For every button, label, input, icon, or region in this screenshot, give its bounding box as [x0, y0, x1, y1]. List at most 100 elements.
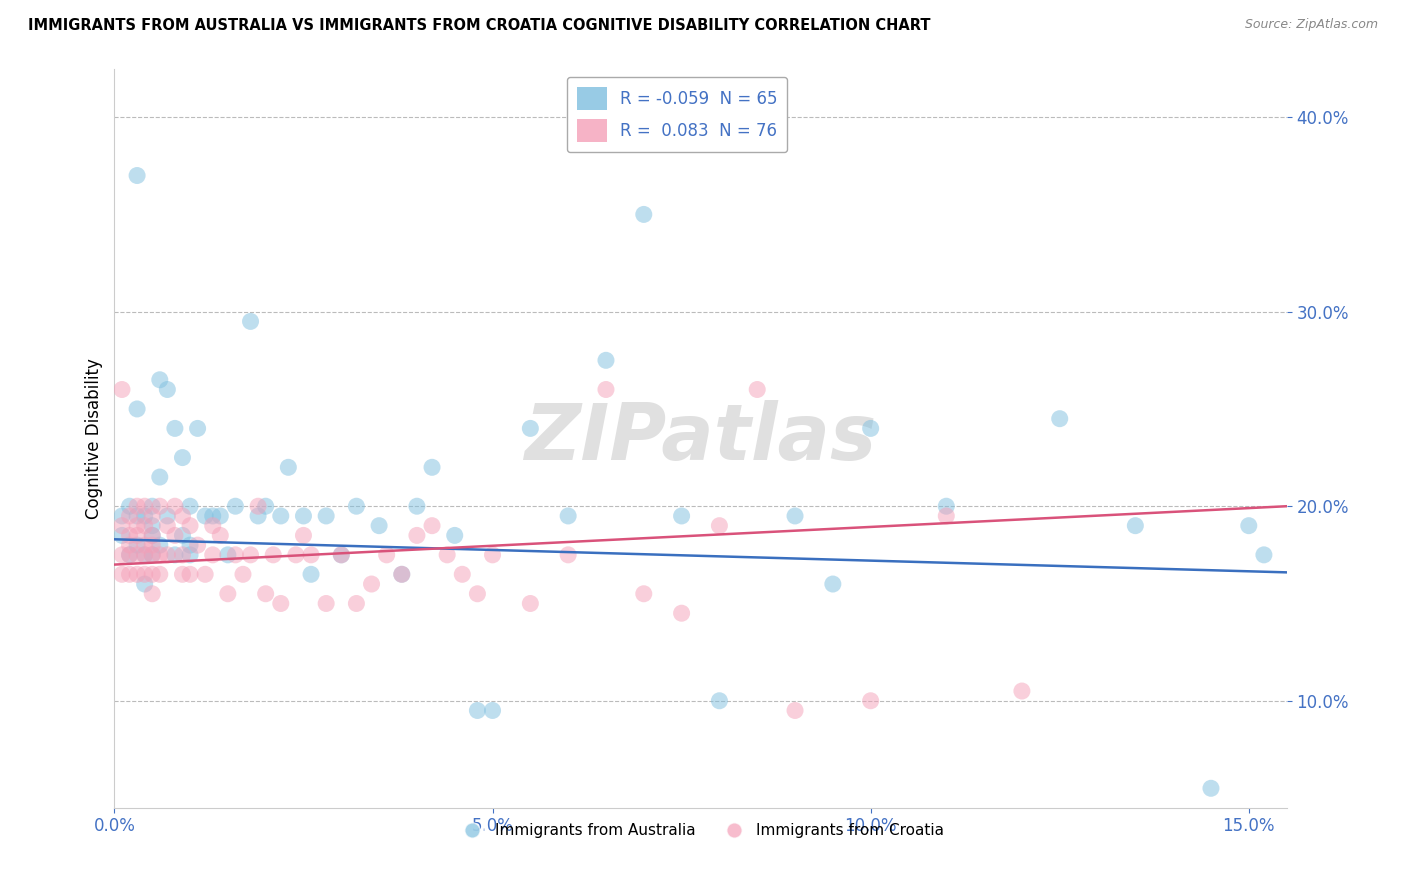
Point	[179, 567, 201, 582]
Point	[481, 548, 503, 562]
Point	[557, 508, 579, 523]
Point	[118, 528, 141, 542]
Point	[299, 548, 322, 562]
Point	[179, 518, 201, 533]
Point	[595, 353, 617, 368]
Point	[156, 548, 179, 562]
Point	[149, 548, 172, 562]
Point	[141, 567, 163, 582]
Point	[709, 518, 731, 533]
Point	[149, 538, 172, 552]
Point	[156, 518, 179, 533]
Point	[141, 528, 163, 542]
Point	[127, 518, 149, 533]
Point	[292, 528, 315, 542]
Point	[127, 508, 149, 523]
Point	[420, 518, 443, 533]
Point	[141, 518, 163, 533]
Point	[111, 383, 134, 397]
Point	[783, 508, 806, 523]
Point	[224, 500, 246, 514]
Point	[292, 508, 315, 523]
Point	[149, 470, 172, 484]
Point	[127, 169, 149, 183]
Point	[127, 538, 149, 552]
Point	[209, 528, 232, 542]
Point	[436, 548, 458, 562]
Point	[127, 401, 149, 416]
Point	[519, 421, 541, 435]
Point	[111, 528, 134, 542]
Point	[163, 500, 186, 514]
Point	[187, 538, 209, 552]
Point	[149, 567, 172, 582]
Point	[209, 508, 232, 523]
Point	[187, 421, 209, 435]
Point	[671, 508, 693, 523]
Point	[247, 508, 270, 523]
Point	[1125, 518, 1147, 533]
Point	[284, 548, 307, 562]
Point	[247, 500, 270, 514]
Point	[232, 567, 254, 582]
Point	[709, 694, 731, 708]
Point	[747, 383, 769, 397]
Point	[1011, 684, 1033, 698]
Point	[111, 518, 134, 533]
Point	[134, 567, 156, 582]
Point	[111, 508, 134, 523]
Point	[368, 518, 391, 533]
Point	[633, 587, 655, 601]
Point	[172, 450, 194, 465]
Point	[179, 500, 201, 514]
Point	[134, 577, 156, 591]
Y-axis label: Cognitive Disability: Cognitive Disability	[86, 358, 103, 518]
Point	[671, 606, 693, 620]
Point	[1199, 781, 1222, 796]
Point	[141, 538, 163, 552]
Point	[330, 548, 353, 562]
Point	[141, 548, 163, 562]
Point	[859, 694, 882, 708]
Point	[277, 460, 299, 475]
Point	[1049, 411, 1071, 425]
Point	[467, 587, 489, 601]
Point	[239, 548, 262, 562]
Point	[118, 548, 141, 562]
Point	[127, 500, 149, 514]
Point	[239, 314, 262, 328]
Point	[519, 597, 541, 611]
Point	[481, 704, 503, 718]
Point	[111, 567, 134, 582]
Point	[217, 587, 239, 601]
Point	[141, 587, 163, 601]
Point	[134, 500, 156, 514]
Text: ZIPatlas: ZIPatlas	[524, 401, 876, 476]
Point	[201, 518, 224, 533]
Point	[391, 567, 413, 582]
Point	[118, 538, 141, 552]
Point	[217, 548, 239, 562]
Point	[127, 548, 149, 562]
Point	[1253, 548, 1275, 562]
Point	[315, 597, 337, 611]
Point	[134, 548, 156, 562]
Point	[270, 508, 292, 523]
Point	[254, 500, 277, 514]
Point	[270, 597, 292, 611]
Point	[172, 548, 194, 562]
Point	[134, 538, 156, 552]
Point	[127, 567, 149, 582]
Point	[118, 500, 141, 514]
Point	[224, 548, 246, 562]
Point	[118, 508, 141, 523]
Point	[141, 548, 163, 562]
Point	[141, 508, 163, 523]
Point	[179, 548, 201, 562]
Point	[406, 528, 429, 542]
Point	[254, 587, 277, 601]
Point	[111, 548, 134, 562]
Point	[194, 508, 217, 523]
Point	[201, 548, 224, 562]
Point	[172, 528, 194, 542]
